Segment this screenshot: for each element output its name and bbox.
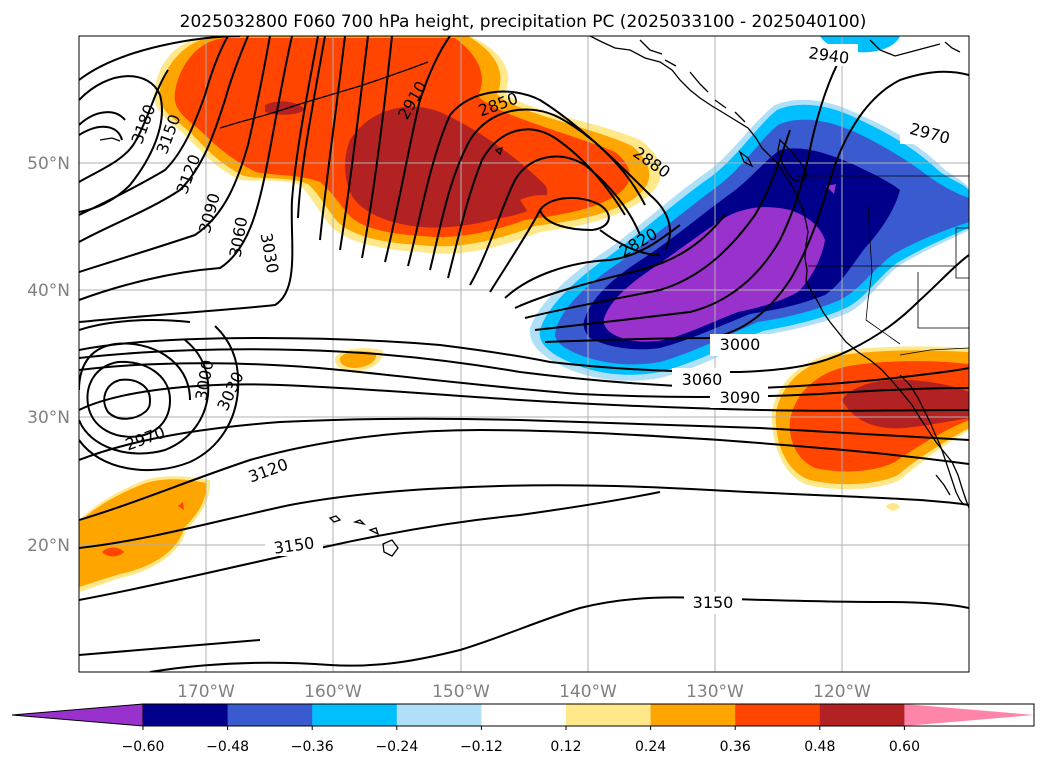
map-title: 2025032800 F060 700 hPa height, precipit… [180, 12, 867, 32]
political-borders [796, 175, 969, 356]
colorbar-segment [312, 704, 398, 726]
precip-negative-northeast [529, 36, 969, 381]
lon-tick-160w: 160°W [304, 682, 362, 702]
colorbar-tick-label: 0.48 [804, 739, 835, 755]
contour-label-3000-east: 3000 [720, 335, 761, 354]
colorbar-ticks: −0.60 −0.48 −0.36 −0.24 −0.12 0.12 0.24 0.36 0.4… [122, 726, 920, 755]
colorbar-segment [735, 704, 821, 726]
colorbar-segment [650, 704, 736, 726]
colorbar-tick-label: −0.36 [291, 739, 334, 755]
colorbar-tick-label: 0.36 [720, 739, 751, 755]
latitude-labels: 50°N 40°N 30°N 20°N [27, 154, 70, 556]
precip-positive-southwest [79, 476, 211, 592]
colorbar-tick-label: −0.24 [375, 739, 418, 755]
lon-tick-150w: 150°W [432, 682, 490, 702]
contour-label-3090-east: 3090 [720, 388, 761, 407]
colorbar-tick-label: 0.60 [889, 739, 920, 755]
colorbar-outline [11, 703, 1035, 727]
map-plot-area: 2940 2970 2850 2880 2910 2820 3180 3150 … [79, 36, 969, 672]
lat-tick-50n: 50°N [27, 154, 70, 174]
contour-label-3150-east: 3150 [693, 593, 734, 612]
lat-tick-40n: 40°N [27, 281, 70, 301]
colorbar-segment [566, 704, 652, 726]
colorbar-tick-label: 0.12 [550, 739, 581, 755]
colorbar-segment [819, 704, 905, 726]
colorbar-segment [227, 704, 313, 726]
colorbar-segment [904, 704, 1034, 726]
contour-label-3060-east: 3060 [682, 370, 723, 389]
colorbar: −0.60 −0.48 −0.36 −0.24 −0.12 0.12 0.24 0.36 0.4… [11, 703, 1035, 755]
lat-tick-30n: 30°N [27, 408, 70, 428]
lon-tick-130w: 130°W [686, 682, 744, 702]
colorbar-tick-label: −0.12 [460, 739, 503, 755]
colorbar-segment [12, 704, 143, 726]
colorbar-segment [143, 704, 229, 726]
colorbar-tick-label: −0.60 [122, 739, 165, 755]
longitude-labels: 170°W 160°W 150°W 140°W 130°W 120°W [177, 682, 871, 702]
lon-tick-170w: 170°W [177, 682, 235, 702]
colorbar-segment [481, 704, 567, 726]
colorbar-tick-label: 0.24 [635, 739, 666, 755]
lon-tick-140w: 140°W [559, 682, 617, 702]
colorbar-segments [12, 704, 1034, 726]
lon-tick-120w: 120°W [813, 682, 871, 702]
colorbar-segment [396, 704, 482, 726]
height-contours [79, 36, 969, 672]
map-frame [78, 35, 970, 673]
lat-tick-20n: 20°N [27, 536, 70, 556]
colorbar-tick-label: −0.48 [206, 739, 249, 755]
